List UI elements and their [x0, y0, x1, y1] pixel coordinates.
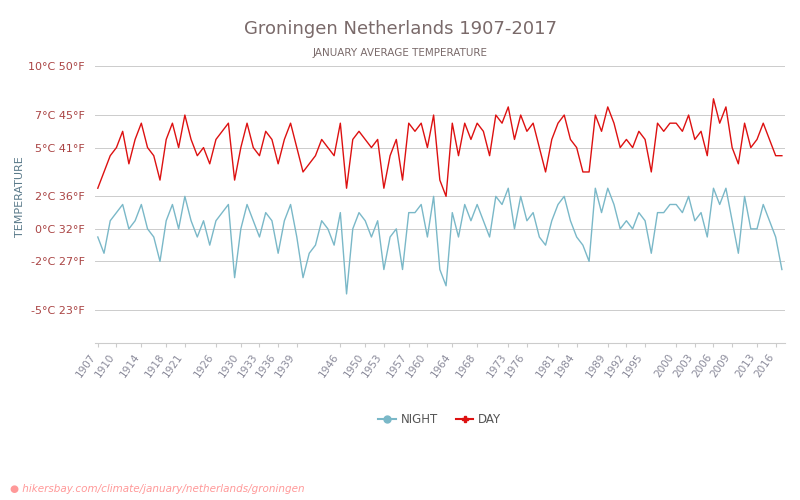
Legend: NIGHT, DAY: NIGHT, DAY — [374, 408, 506, 430]
Text: JANUARY AVERAGE TEMPERATURE: JANUARY AVERAGE TEMPERATURE — [313, 48, 487, 58]
Text: ● hikersbay.com/climate/january/netherlands/groningen: ● hikersbay.com/climate/january/netherla… — [10, 484, 304, 494]
Text: Groningen Netherlands 1907-2017: Groningen Netherlands 1907-2017 — [243, 20, 557, 38]
Y-axis label: TEMPERATURE: TEMPERATURE — [15, 156, 25, 236]
